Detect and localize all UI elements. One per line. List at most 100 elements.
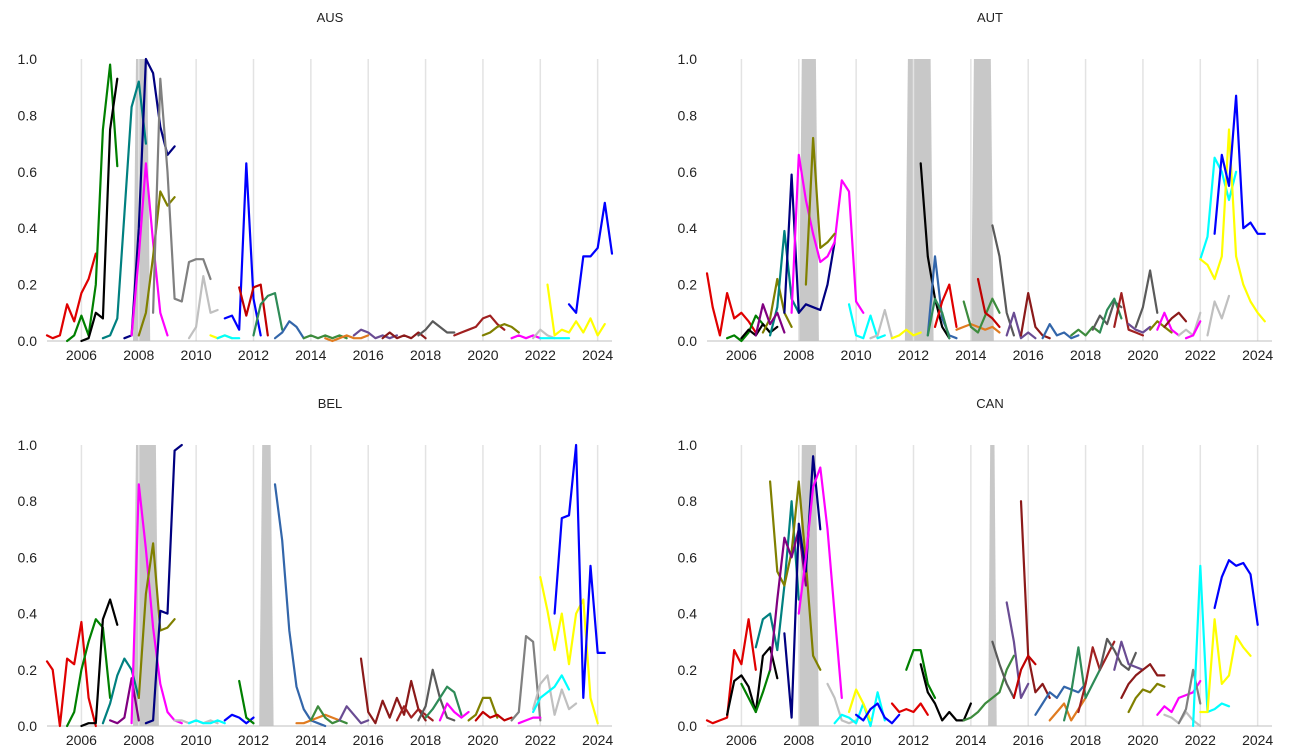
x-tick-label: 2014 xyxy=(955,347,986,363)
x-tick-label: 2022 xyxy=(525,347,556,363)
series-line-9 xyxy=(847,303,886,340)
x-tick-label: 2010 xyxy=(181,732,212,748)
series-line-27 xyxy=(1127,682,1166,714)
y-tick-label: 0.8 xyxy=(678,493,698,509)
series-line-6 xyxy=(137,542,176,700)
series-line-26 xyxy=(567,201,614,314)
x-tick-label: 2012 xyxy=(238,732,269,748)
chart-title: AUT xyxy=(977,10,1003,25)
series-line-34 xyxy=(1199,156,1238,261)
series-line-21 xyxy=(1019,292,1051,340)
x-tick-label: 2016 xyxy=(353,347,384,363)
x-tick-label: 2008 xyxy=(783,347,814,363)
series-line-8 xyxy=(826,682,858,725)
series-line-28 xyxy=(1156,679,1202,716)
chart-title: CAN xyxy=(976,396,1003,411)
series-line-26 xyxy=(1113,292,1145,337)
x-tick-label: 2006 xyxy=(66,347,97,363)
x-tick-label: 2024 xyxy=(582,347,613,363)
series-line-25 xyxy=(531,674,578,716)
series-line-4 xyxy=(108,677,140,725)
x-tick-label: 2014 xyxy=(295,732,326,748)
series-line-20 xyxy=(1034,682,1087,716)
series-line-3 xyxy=(754,500,800,652)
y-tick-label: 0.6 xyxy=(678,164,698,180)
series-line-20 xyxy=(438,702,470,722)
y-tick-label: 0.4 xyxy=(18,606,38,622)
series-line-25 xyxy=(546,283,606,337)
series-line-23 xyxy=(510,634,542,722)
x-tick-label: 2010 xyxy=(841,347,872,363)
series-line-33 xyxy=(1184,320,1202,340)
y-tick-label: 0.4 xyxy=(678,606,698,622)
x-tick-label: 2018 xyxy=(1070,347,1101,363)
y-tick-label: 0.6 xyxy=(18,549,38,565)
series-line-5 xyxy=(130,162,169,337)
series-line-29 xyxy=(1148,320,1173,334)
series-line-7 xyxy=(790,153,865,314)
series-line-22 xyxy=(474,710,513,722)
series-line-0 xyxy=(705,618,757,725)
series-line-9 xyxy=(187,719,226,725)
series-line-15 xyxy=(302,334,348,340)
x-tick-label: 2014 xyxy=(295,347,326,363)
x-tick-label: 2022 xyxy=(1185,732,1216,748)
series-line-0 xyxy=(45,620,97,728)
series-line-1 xyxy=(725,314,772,343)
y-tick-label: 1.0 xyxy=(678,437,698,453)
x-tick-label: 2010 xyxy=(181,347,212,363)
series-line-30 xyxy=(1177,668,1202,725)
series-line-16 xyxy=(324,334,370,343)
series-line-19 xyxy=(991,224,1016,337)
series-line-8 xyxy=(187,275,219,340)
series-line-11 xyxy=(223,162,262,337)
series-line-12 xyxy=(273,483,327,728)
series-line-31 xyxy=(1191,564,1231,728)
series-line-11 xyxy=(238,679,255,725)
series-line-32 xyxy=(1199,618,1252,714)
series-line-15 xyxy=(338,705,370,725)
series-line-11 xyxy=(890,328,922,340)
recession-band-1 xyxy=(904,59,934,341)
chart-title: AUS xyxy=(317,10,344,25)
series-line-18 xyxy=(1019,500,1051,700)
series-line-14 xyxy=(933,283,958,328)
series-line-28 xyxy=(1134,269,1159,328)
series-line-18 xyxy=(381,331,427,340)
y-tick-label: 0.8 xyxy=(678,107,698,123)
x-tick-label: 2018 xyxy=(410,347,441,363)
x-tick-label: 2020 xyxy=(467,347,498,363)
x-tick-label: 2024 xyxy=(1242,347,1273,363)
x-tick-label: 2020 xyxy=(1127,347,1158,363)
y-tick-label: 0.0 xyxy=(18,333,38,349)
x-tick-label: 2008 xyxy=(123,732,154,748)
x-tick-label: 2006 xyxy=(726,732,757,748)
panel-bel: 2006 2008 2010 2012 2014 2016 2018 2020 2022 2024… xyxy=(18,396,614,748)
y-tick-label: 0.0 xyxy=(678,333,698,349)
x-tick-label: 2024 xyxy=(582,732,613,748)
series-line-25 xyxy=(1113,640,1145,671)
y-tick-label: 0.8 xyxy=(18,493,38,509)
y-tick-label: 0.2 xyxy=(678,277,698,293)
panel-aus: 2006 2008 2010 2012 2014 2016 2018 2020 2022 2024… xyxy=(18,10,614,363)
series-line-19 xyxy=(424,685,463,719)
series-line-7 xyxy=(144,443,183,725)
chart-title: BEL xyxy=(318,396,343,411)
series-line-0 xyxy=(705,272,757,337)
y-tick-label: 1.0 xyxy=(18,437,38,453)
series-line-20 xyxy=(453,314,506,337)
series-line-26 xyxy=(1120,663,1166,700)
series-line-18 xyxy=(976,277,1001,328)
y-tick-label: 0.2 xyxy=(678,662,698,678)
x-tick-label: 2018 xyxy=(410,732,441,748)
x-tick-label: 2018 xyxy=(1070,732,1101,748)
series-line-14 xyxy=(309,705,348,725)
series-line-11 xyxy=(854,702,901,725)
y-tick-label: 0.6 xyxy=(678,549,698,565)
x-tick-label: 2016 xyxy=(1013,732,1044,748)
y-tick-label: 0.0 xyxy=(678,718,698,734)
x-tick-label: 2008 xyxy=(123,347,154,363)
series-line-23 xyxy=(1070,325,1102,337)
series-line-16 xyxy=(991,640,1016,700)
series-line-13 xyxy=(252,292,284,337)
